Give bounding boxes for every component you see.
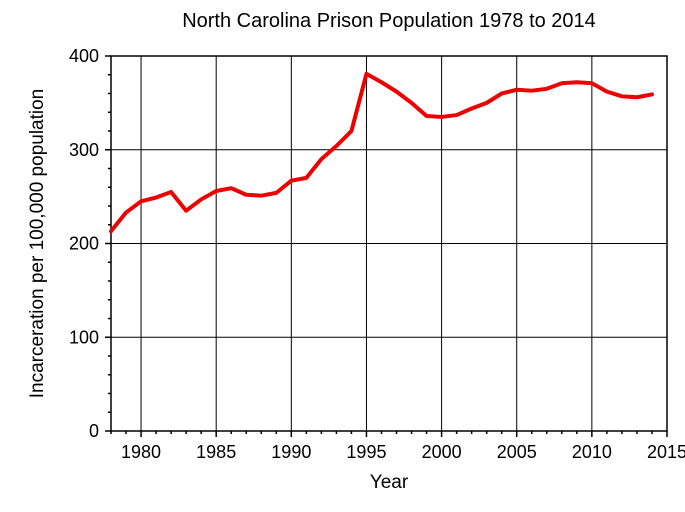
x-tick-label: 1990 — [271, 442, 311, 462]
x-tick-labels: 1980 1985 1990 1995 2000 2005 2010 2015 — [121, 442, 685, 462]
x-tick-label: 2005 — [497, 442, 537, 462]
y-tick-label: 400 — [69, 46, 99, 66]
x-tick-label: 2000 — [422, 442, 462, 462]
x-tick-label: 2015 — [647, 442, 685, 462]
chart-title: North Carolina Prison Population 1978 to… — [182, 10, 596, 32]
x-axis-label: Year — [370, 472, 409, 493]
y-tick-label: 0 — [89, 421, 99, 441]
y-tick-label: 200 — [69, 234, 99, 254]
series-group — [109, 71, 654, 234]
y-axis-label: Incarceration per 100,000 population — [27, 89, 48, 399]
axis-ticks — [105, 55, 668, 437]
x-tick-label: 1985 — [196, 442, 236, 462]
y-tick-label: 100 — [69, 327, 99, 347]
y-tick-label: 300 — [69, 140, 99, 160]
grid-lines — [111, 56, 668, 431]
x-tick-label: 2010 — [572, 442, 612, 462]
y-tick-labels: 0 100 200 300 400 — [69, 46, 99, 441]
x-tick-label: 1980 — [121, 442, 161, 462]
series-line — [109, 71, 654, 234]
x-tick-label: 1995 — [346, 442, 386, 462]
